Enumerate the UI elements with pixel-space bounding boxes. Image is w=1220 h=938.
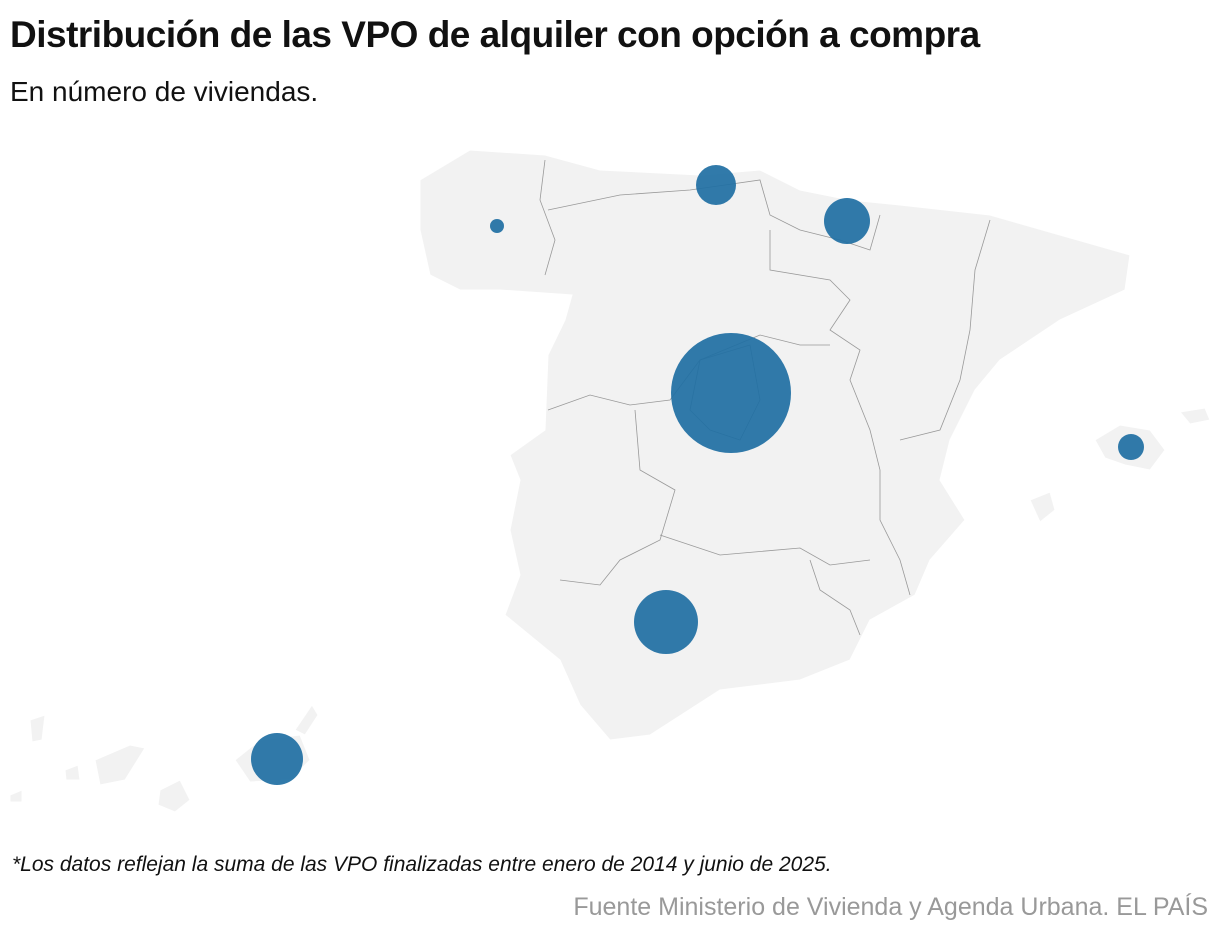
bubble [490,219,504,233]
bubble [824,198,870,244]
bubble [1118,434,1144,460]
land [9,149,1211,813]
footnote: *Los datos reflejan la suma de las VPO f… [12,853,832,876]
source: Fuente Ministerio de Vivienda y Agenda U… [573,893,1208,921]
bubble [251,733,303,785]
bubbles [251,165,1144,785]
bubble [671,333,791,453]
title: Distribución de las VPO de alquiler con … [10,14,980,55]
subtitle: En número de viviendas. [10,76,319,107]
map [9,149,1211,813]
bubble [696,165,736,205]
bubble [634,590,698,654]
